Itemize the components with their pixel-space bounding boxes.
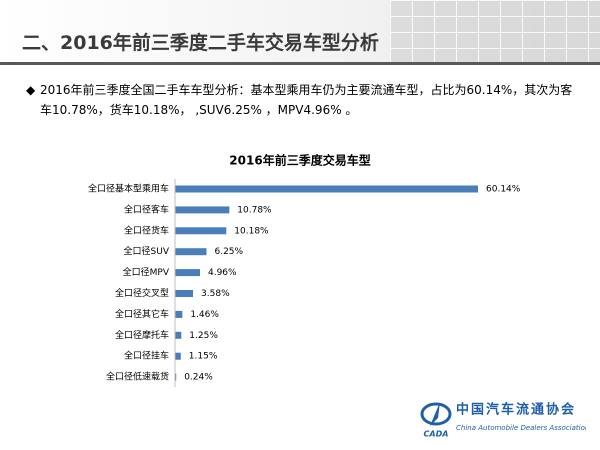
value-label: 0.24% bbox=[184, 373, 213, 383]
value-label: 10.78% bbox=[237, 205, 272, 215]
bar bbox=[175, 290, 194, 297]
slide-title: 二、2016年前三季度二手车交易车型分析 bbox=[22, 32, 379, 54]
category-label: 全口径基本型乘用车 bbox=[88, 183, 169, 195]
category-label: 全口径交叉型 bbox=[115, 287, 169, 299]
bar bbox=[175, 331, 182, 339]
category-label: 全口径其它车 bbox=[115, 308, 169, 320]
value-label: 4.96% bbox=[208, 268, 237, 278]
logo-english: China Automobile Dealers Association bbox=[456, 424, 586, 432]
category-label: 全口径挂车 bbox=[124, 350, 169, 362]
bar bbox=[175, 248, 207, 256]
bar bbox=[175, 269, 200, 277]
logo-emblem bbox=[430, 402, 440, 426]
logo-emblem bbox=[420, 402, 452, 426]
value-label: 6.25% bbox=[214, 247, 243, 257]
header-pattern bbox=[390, 0, 600, 62]
bar bbox=[175, 227, 227, 235]
value-label: 10.18% bbox=[234, 226, 269, 236]
bullet-icon: ◆ bbox=[26, 83, 36, 97]
bullet-text: 2016年前三季度全国二手车车型分析：基本型乘用车仍为主要流通车型，占比为60.… bbox=[40, 83, 573, 117]
value-label: 1.46% bbox=[190, 310, 219, 320]
category-label: 全口径客车 bbox=[124, 203, 169, 215]
chart-title: 2016年前三季度交易车型 bbox=[229, 153, 370, 168]
header: 二、2016年前三季度二手车交易车型分析 bbox=[0, 0, 600, 65]
value-label: 60.14% bbox=[486, 185, 521, 195]
category-label: 全口径低速载货 bbox=[106, 371, 169, 383]
logo-abbr: CADA bbox=[424, 430, 449, 439]
bar bbox=[175, 352, 181, 360]
value-label: 1.25% bbox=[189, 331, 218, 341]
value-label: 1.15% bbox=[189, 352, 218, 362]
bar bbox=[175, 373, 177, 381]
category-label: 全口径SUV bbox=[124, 245, 170, 257]
bar bbox=[175, 310, 183, 318]
bar bbox=[175, 206, 230, 214]
bar bbox=[175, 185, 478, 193]
category-label: 全口径摩托车 bbox=[115, 329, 169, 341]
logo-name: 中国汽车流通协会 bbox=[456, 402, 576, 418]
category-label: 全口径MPV bbox=[123, 266, 170, 278]
value-label: 3.58% bbox=[201, 289, 230, 299]
logo: CADA 中国汽车流通协会 China Automobile Dealers A… bbox=[420, 402, 586, 439]
category-label: 全口径货车 bbox=[124, 224, 169, 236]
bullet-point: ◆ 2016年前三季度全国二手车车型分析：基本型乘用车仍为主要流通车型，占比为6… bbox=[26, 80, 580, 120]
